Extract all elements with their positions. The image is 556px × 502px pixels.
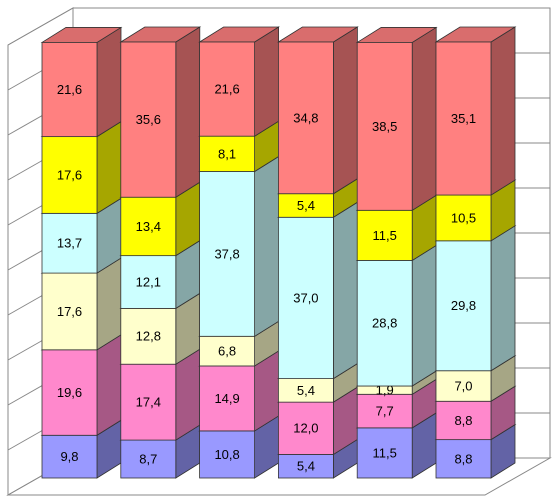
data-label: 12,1 <box>136 274 161 289</box>
bar-side <box>96 26 122 138</box>
data-label: 9,8 <box>60 449 78 464</box>
data-label: 21,6 <box>214 82 239 97</box>
bar-segment <box>435 41 492 196</box>
bar-side <box>411 26 437 212</box>
data-label: 8,1 <box>218 146 236 161</box>
bar-side <box>254 26 280 137</box>
bar-side <box>332 201 358 380</box>
bar-side <box>490 26 516 196</box>
data-label: 11,5 <box>373 228 397 243</box>
data-label: 17,6 <box>57 167 82 182</box>
bar-segment <box>356 393 413 429</box>
bar-segment <box>41 136 98 214</box>
bar-segment <box>277 401 334 455</box>
data-label: 21,6 <box>57 82 82 97</box>
data-label: 17,4 <box>136 395 161 410</box>
data-label: 38,5 <box>372 119 397 134</box>
data-label: 12,0 <box>293 421 318 436</box>
data-label: 5,4 <box>297 383 315 398</box>
data-label: 28,8 <box>372 316 397 331</box>
bar-side <box>411 244 437 387</box>
data-label: 7,0 <box>454 378 472 393</box>
bar-side <box>332 26 358 195</box>
bar-side <box>254 155 280 338</box>
data-label: 13,4 <box>136 219 161 234</box>
bar-side <box>175 348 201 441</box>
bar-segment <box>356 427 413 479</box>
bar-segment <box>435 194 492 242</box>
bar-segment <box>199 135 256 172</box>
data-label: 8,7 <box>139 451 157 466</box>
data-label: 5,4 <box>297 459 315 474</box>
data-label: 29,8 <box>451 298 476 313</box>
bar-segment <box>41 349 98 436</box>
bar-segment <box>41 212 98 274</box>
bar-side <box>175 26 201 198</box>
bar-segment <box>356 260 413 387</box>
data-label: 37,8 <box>214 246 239 261</box>
data-label: 10,8 <box>214 447 239 462</box>
data-label: 35,1 <box>451 111 476 126</box>
data-label: 8,8 <box>454 413 472 428</box>
grid-line <box>7 7 74 46</box>
data-label: 8,8 <box>454 451 472 466</box>
data-label: 17,6 <box>57 304 82 319</box>
bar-segment <box>120 439 177 479</box>
bar-segment <box>199 365 256 432</box>
bar-segment <box>41 272 98 351</box>
bar-side <box>490 225 516 372</box>
bar-segment <box>41 434 98 479</box>
bar-segment <box>199 171 256 337</box>
data-label: 12,8 <box>136 329 161 344</box>
bar-segment <box>435 240 492 372</box>
bar-segment <box>120 255 177 309</box>
data-label: 11,5 <box>373 445 397 460</box>
data-label: 6,8 <box>218 344 236 359</box>
bar-side <box>96 334 122 436</box>
bar-segment <box>199 335 256 367</box>
data-label: 34,8 <box>293 110 318 125</box>
bar-segment <box>356 42 413 211</box>
data-label: 19,6 <box>57 385 82 400</box>
bar-side <box>96 120 122 215</box>
bar-segment <box>277 41 334 195</box>
bar-segment <box>199 430 256 479</box>
data-label: 5,4 <box>297 198 315 213</box>
data-label: 13,7 <box>57 236 82 251</box>
data-label: 7,7 <box>376 404 394 419</box>
bar-segment <box>41 42 98 138</box>
data-label: 37,0 <box>293 290 318 305</box>
bar-segment <box>435 400 492 441</box>
data-label: 14,9 <box>214 391 239 406</box>
bar-segment <box>120 41 177 198</box>
bar-side <box>96 257 122 351</box>
data-label: 35,6 <box>136 112 161 127</box>
data-label: 10,5 <box>451 210 476 225</box>
bar-segment <box>199 41 256 137</box>
